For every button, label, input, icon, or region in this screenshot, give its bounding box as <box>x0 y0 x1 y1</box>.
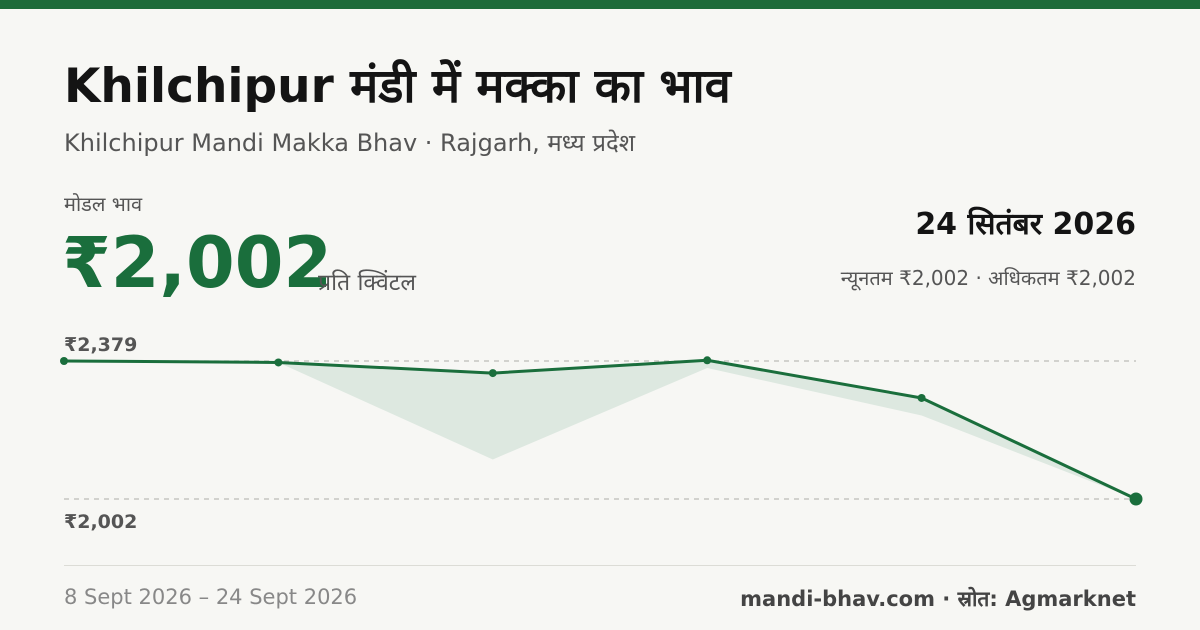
y-tick-label-max: ₹2,379 <box>64 334 137 356</box>
min-max-band <box>64 360 1136 499</box>
footer-divider <box>64 565 1136 566</box>
y-tick-label-min: ₹2,002 <box>64 511 137 533</box>
data-point <box>60 357 68 365</box>
price-trend-chart: ₹2,379 ₹2,002 <box>60 334 1143 533</box>
data-point <box>703 356 712 365</box>
min-max-price: न्यूनतम ₹2,002 · अधिकतम ₹2,002 <box>840 266 1136 290</box>
top-accent-bar <box>0 0 1200 9</box>
page-title: Khilchipur मंडी में मक्का का भाव <box>64 59 731 114</box>
data-point <box>274 358 283 367</box>
date-range: 8 Sept 2026 – 24 Sept 2026 <box>64 585 358 609</box>
data-point <box>917 393 926 402</box>
price-date: 24 सितंबर 2026 <box>915 207 1136 242</box>
modal-price-label: मोडल भाव <box>64 192 143 216</box>
data-point <box>488 369 497 378</box>
data-points <box>60 356 1143 506</box>
page-subtitle: Khilchipur Mandi Makka Bhav · Rajgarh, म… <box>64 129 636 157</box>
series-line <box>63 358 1137 501</box>
latest-data-point <box>1129 492 1143 506</box>
price-unit: प्रति क्विंटल <box>318 270 416 296</box>
modal-price-value: ₹2,002 <box>62 222 333 304</box>
site-source: mandi-bhav.com · स्रोत: Agmarknet <box>740 587 1136 611</box>
